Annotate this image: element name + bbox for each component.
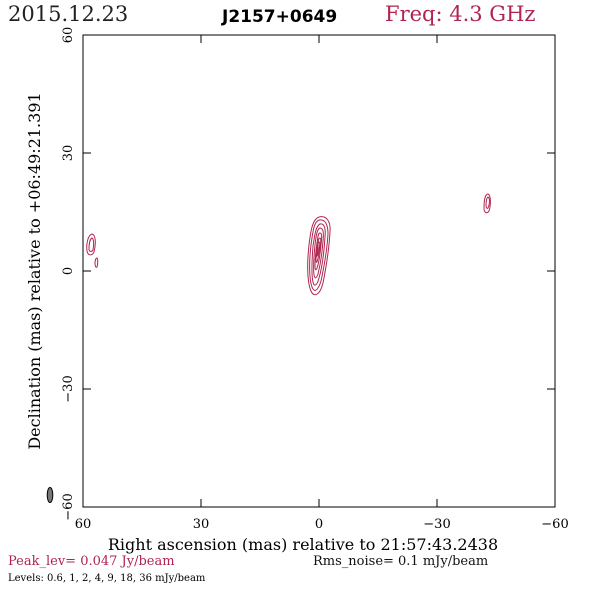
y-axis-title: Declination (mas) relative to +06:49:21.… (25, 92, 44, 449)
x-tick-label: −60 (541, 517, 568, 532)
x-tick-label: 30 (193, 517, 210, 532)
x-ticks (82, 34, 556, 508)
contour-levels: Levels: 0.6, 1, 2, 4, 9, 18, 36 mJy/beam (8, 573, 206, 584)
source-name: J2157+0649 (222, 7, 338, 27)
left-component-contours (86, 233, 99, 268)
beam-ellipse (46, 487, 54, 503)
x-tick-label: 0 (315, 517, 323, 532)
x-axis-title: Right ascension (mas) relative to 21:57:… (108, 535, 498, 554)
x-tick-label: −30 (423, 517, 450, 532)
rms-noise: Rms_noise= 0.1 mJy/beam (313, 554, 489, 569)
core-contours (307, 216, 331, 296)
y-tick-label: 30 (61, 145, 76, 162)
frequency-label: Freq: 4.3 GHz (385, 2, 536, 26)
peak-level: Peak_lev= 0.047 Jy/beam (8, 554, 175, 569)
y-tick-label: −30 (61, 375, 76, 402)
y-tick-label: 60 (61, 27, 76, 44)
restoring-beam (46, 487, 54, 503)
epoch-date: 2015.12.23 (8, 2, 129, 26)
right-component-contours (483, 193, 491, 214)
y-tick-label: −60 (61, 493, 76, 520)
y-tick-label: 0 (61, 267, 76, 275)
x-tick-label: 60 (75, 517, 92, 532)
